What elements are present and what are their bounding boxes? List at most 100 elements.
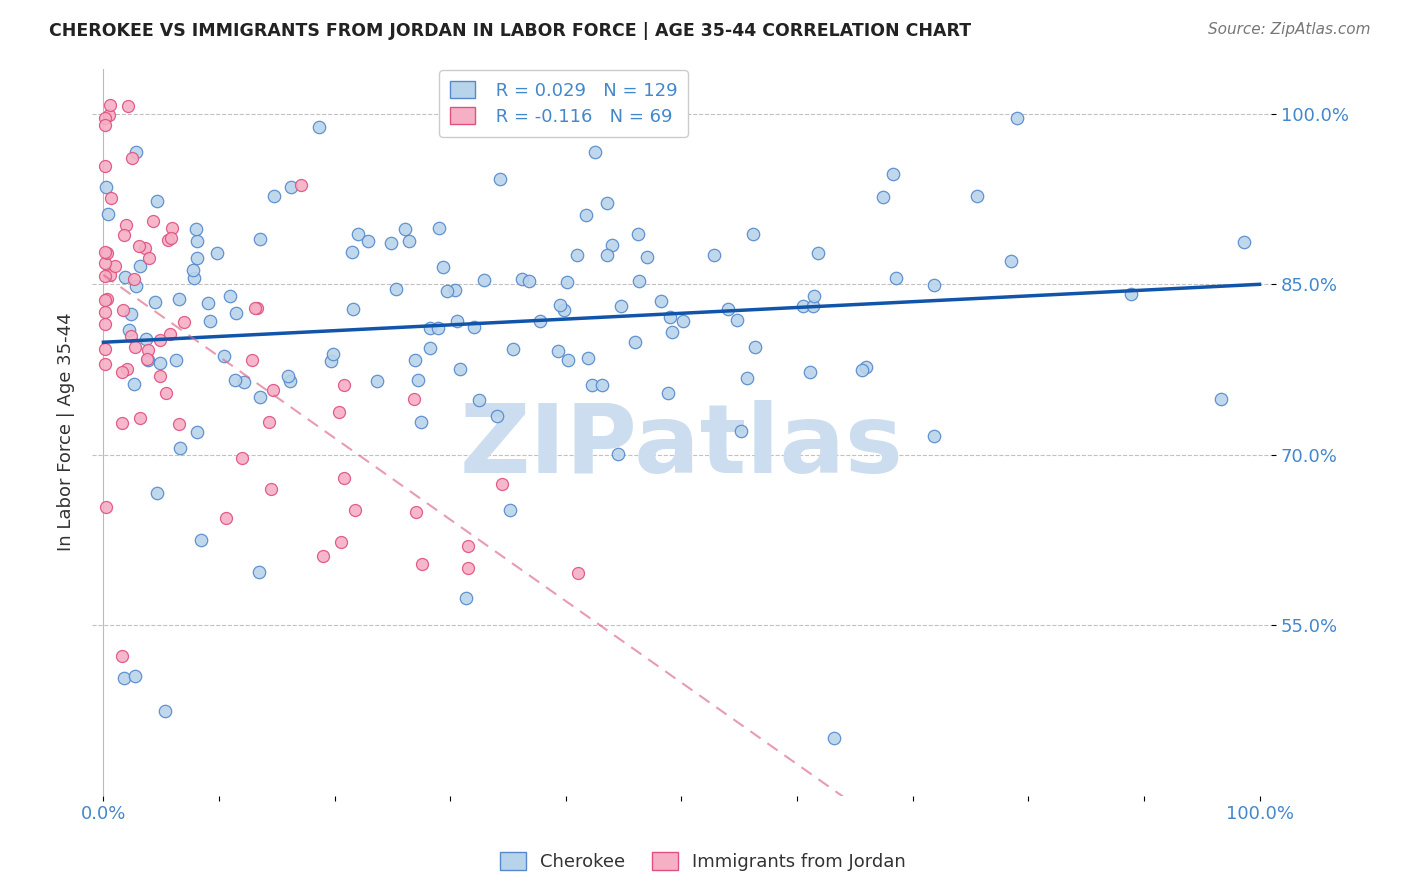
Point [792,299,814,313]
Point [190,533,212,547]
Point [406,373,429,387]
Point [93,317,115,331]
Point [449,361,471,376]
Point [169,417,191,431]
Point [219,289,242,303]
Point [803,289,825,303]
Point [565,248,588,262]
Point [628,273,651,287]
Point [110,416,132,430]
Point [328,405,350,419]
Point [725,312,748,326]
Point [93,245,115,260]
Point [93,305,115,319]
Point [596,195,619,210]
Point [488,171,510,186]
Point [93,111,115,125]
Point [444,283,467,297]
Point [636,250,658,264]
Point [233,375,256,389]
Point [575,208,598,222]
Point [502,343,524,357]
Point [247,566,270,580]
Point [591,378,613,392]
Point [93,342,115,356]
Point [457,560,479,574]
Point [159,230,181,244]
Point [93,160,115,174]
Point [966,189,988,203]
Point [347,227,370,241]
Point [405,506,427,520]
Point [225,306,247,320]
Point [142,213,165,227]
Point [136,353,159,368]
Point [510,271,533,285]
Point [602,237,624,252]
Point [117,99,139,113]
Point [100,190,122,204]
Point [257,415,280,429]
Point [432,260,454,275]
Point [436,284,458,298]
Point [231,450,253,465]
Point [419,341,441,355]
Point [249,390,271,404]
Point [93,256,115,270]
Point [263,188,285,202]
Point [427,321,450,335]
Point [120,329,142,343]
Point [104,259,127,273]
Point [262,384,284,398]
Point [111,366,134,380]
Point [884,270,907,285]
Point [224,373,246,387]
Text: Source: ZipAtlas.com: Source: ZipAtlas.com [1208,22,1371,37]
Point [149,369,172,384]
Point [468,393,491,408]
Point [135,352,157,367]
Point [138,251,160,265]
Point [165,353,187,368]
Point [446,314,468,328]
Point [96,246,118,260]
Point [1211,392,1233,406]
Point [547,343,569,358]
Point [93,293,115,307]
Point [463,319,485,334]
Point [491,477,513,491]
Point [98,108,121,122]
Point [517,274,540,288]
Point [138,343,160,357]
Point [499,503,522,517]
Point [96,292,118,306]
Point [583,145,606,160]
Point [624,335,647,350]
Point [650,294,672,309]
Point [240,352,263,367]
Point [159,326,181,341]
Point [311,549,333,563]
Point [661,326,683,340]
Point [730,424,752,438]
Point [557,352,579,367]
Text: ZIPatlas: ZIPatlas [460,401,904,493]
Point [555,276,578,290]
Point [197,296,219,310]
Point [607,447,630,461]
Point [550,298,572,312]
Point [277,368,299,383]
Point [332,378,354,392]
Point [114,270,136,285]
Point [135,332,157,346]
Point [184,221,207,235]
Point [94,500,117,515]
Point [249,232,271,246]
Point [145,194,167,208]
Point [129,259,152,273]
Point [741,227,763,241]
Legend:  R = 0.029   N = 129,  R = -0.116   N = 69: R = 0.029 N = 129, R = -0.116 N = 69 [439,70,688,136]
Point [181,263,204,277]
Point [308,120,330,135]
Point [529,314,551,328]
